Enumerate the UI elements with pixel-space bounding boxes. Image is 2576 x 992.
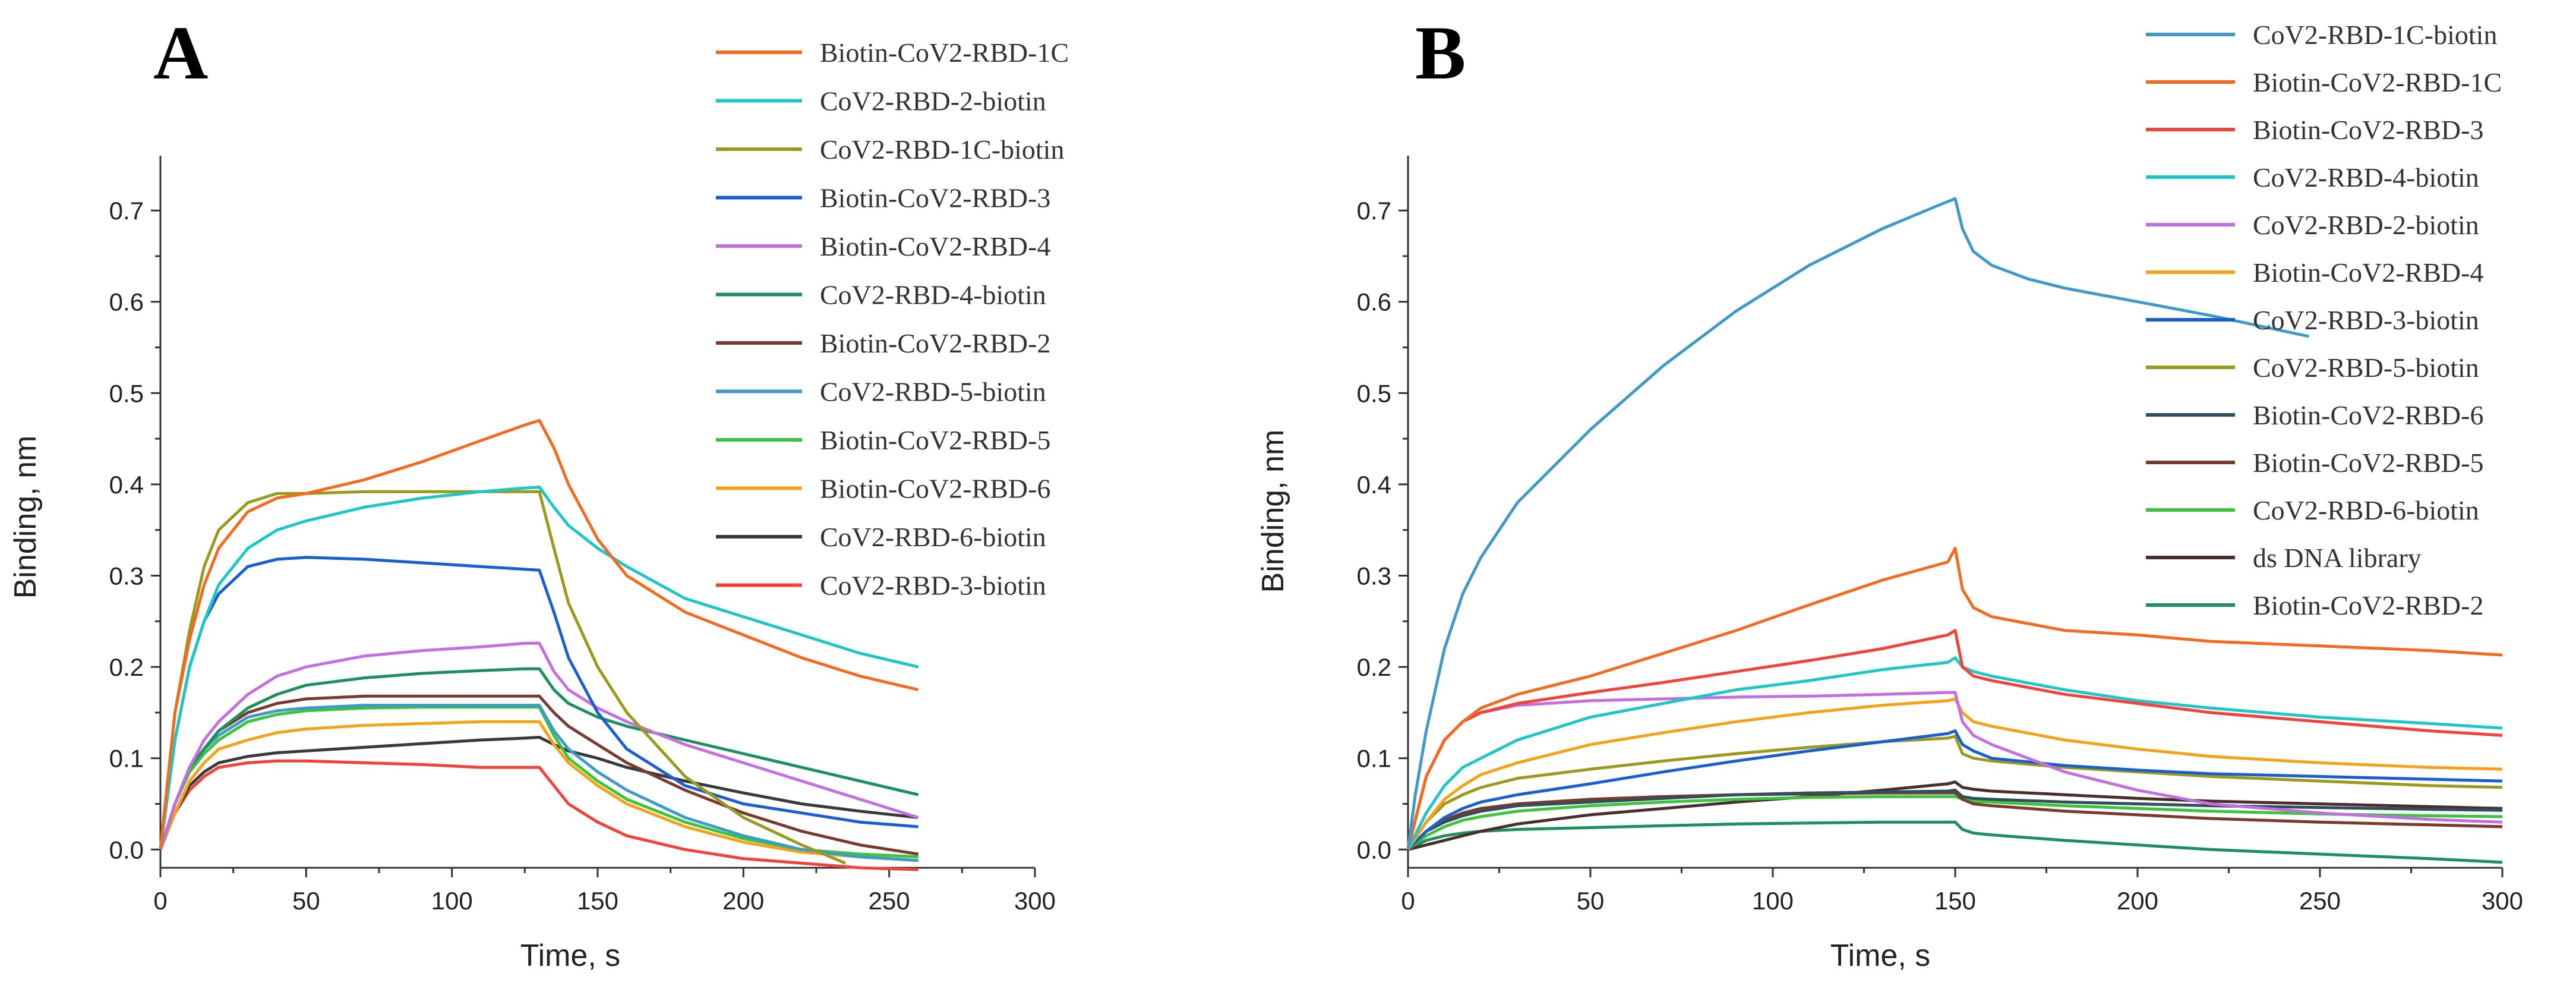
legend-label: Biotin-CoV2-RBD-4 (2253, 257, 2483, 288)
legend-label: Biotin-CoV2-RBD-6 (2253, 400, 2483, 430)
x-tick-label: 0 (1401, 887, 1415, 915)
panel-b: B 0 50 100 150 200 250 300 0.0 0.1 0.2 0.3 0.4 0.5 0.… (1256, 11, 2523, 973)
legend-label: CoV2-RBD-1C-biotin (2253, 20, 2497, 50)
y-tick-label: 0.6 (1357, 288, 1391, 316)
x-tick-label: 0 (153, 887, 167, 915)
y-tick-label: 0.3 (1357, 562, 1391, 590)
series-line (1407, 795, 2503, 851)
series-line (1406, 735, 2503, 851)
y-tick-label: 0.4 (1357, 471, 1391, 499)
series-line (1406, 197, 2310, 850)
y-tick-label: 0.5 (109, 379, 144, 407)
legend-label: Biotin-CoV2-RBD-2 (2253, 590, 2483, 621)
legend-label: CoV2-RBD-1C-biotin (820, 134, 1064, 165)
legend-label: CoV2-RBD-3-biotin (820, 571, 1046, 601)
legend-label: Biotin-CoV2-RBD-1C (820, 37, 1069, 68)
legend-label: Biotin-CoV2-RBD-6 (820, 474, 1050, 504)
x-tick-label: 100 (431, 887, 473, 915)
y-tick-label: 0.6 (109, 288, 144, 316)
series-line (159, 667, 919, 851)
legend-label: CoV2-RBD-2-biotin (820, 86, 1046, 116)
legend-label: Biotin-CoV2-RBD-5 (2253, 448, 2483, 478)
series-line (159, 486, 919, 850)
panel-letter-b: B (1415, 11, 1466, 95)
legend-label: Biotin-CoV2-RBD-3 (2253, 115, 2483, 145)
series-line (159, 641, 919, 851)
series-line (159, 556, 918, 850)
series-line (159, 759, 918, 871)
series-line (1406, 546, 2503, 850)
legend-label: CoV2-RBD-6-biotin (820, 522, 1046, 552)
y-tick-label: 0.5 (1357, 379, 1391, 407)
y-tick-label: 0.0 (109, 836, 144, 864)
y-tick-label: 0.4 (109, 471, 144, 499)
x-tick-label: 150 (577, 887, 618, 915)
legend-label: CoV2-RBD-5-biotin (820, 377, 1046, 407)
series-line (159, 490, 847, 865)
x-axis-title: Time, s (520, 939, 621, 973)
legend-label: Biotin-CoV2-RBD-1C (2253, 67, 2502, 97)
x-tick-label: 50 (1577, 887, 1605, 915)
panel-letter-a: A (153, 11, 208, 95)
legend-label: CoV2-RBD-4-biotin (2253, 162, 2479, 193)
series-line (1406, 629, 2503, 850)
series-line (159, 418, 919, 850)
x-tick-label: 150 (1934, 887, 1976, 915)
legend-label: CoV2-RBD-5-biotin (2253, 352, 2479, 383)
y-tick-label: 0.1 (1357, 745, 1391, 773)
series-line (1407, 780, 2503, 851)
series-line (159, 720, 918, 862)
y-tick-label: 0.7 (109, 197, 144, 225)
series-line (1406, 697, 2503, 851)
series-line (159, 706, 918, 859)
series-line (1407, 820, 2503, 864)
legend-label: Biotin-CoV2-RBD-5 (820, 425, 1050, 455)
x-tick-label: 300 (1014, 887, 1056, 915)
legend-label: ds DNA library (2253, 543, 2422, 573)
legend-label: CoV2-RBD-6-biotin (2253, 495, 2479, 525)
x-tick-label: 250 (869, 887, 910, 915)
series-line (159, 694, 919, 856)
x-axis-title: Time, s (1830, 939, 1931, 973)
y-tick-label: 0.2 (1357, 653, 1391, 681)
series-line (1406, 656, 2503, 851)
x-tick-label: 300 (2482, 887, 2523, 915)
x-tick-label: 200 (722, 887, 764, 915)
panel-a: A 0 50 100 150 200 250 300 0.0 0.1 0.2 0.3 0.4 0.5 0.… (8, 11, 1069, 973)
y-tick-label: 0.2 (109, 653, 144, 681)
y-tick-label: 0.1 (109, 745, 144, 773)
legend-label: Biotin-CoV2-RBD-3 (820, 183, 1050, 213)
series-line (1407, 788, 2503, 851)
legend-label: Biotin-CoV2-RBD-4 (820, 231, 1050, 262)
series-line (159, 735, 918, 851)
y-axis-title: Binding, nm (8, 436, 43, 599)
legend-label: CoV2-RBD-2-biotin (2253, 210, 2479, 240)
y-axis-title: Binding, nm (1256, 430, 1290, 593)
x-tick-label: 250 (2299, 887, 2341, 915)
y-tick-label: 0.3 (109, 562, 144, 590)
legend-label: Biotin-CoV2-RBD-2 (820, 328, 1050, 358)
y-tick-label: 0.7 (1357, 197, 1391, 225)
x-tick-label: 100 (1752, 887, 1794, 915)
legend-label: CoV2-RBD-3-biotin (2253, 305, 2479, 335)
series-line (1407, 729, 2503, 851)
x-tick-label: 50 (292, 887, 320, 915)
y-tick-label: 0.0 (1357, 836, 1391, 864)
x-tick-label: 200 (2117, 887, 2158, 915)
legend-label: CoV2-RBD-4-biotin (820, 280, 1046, 310)
